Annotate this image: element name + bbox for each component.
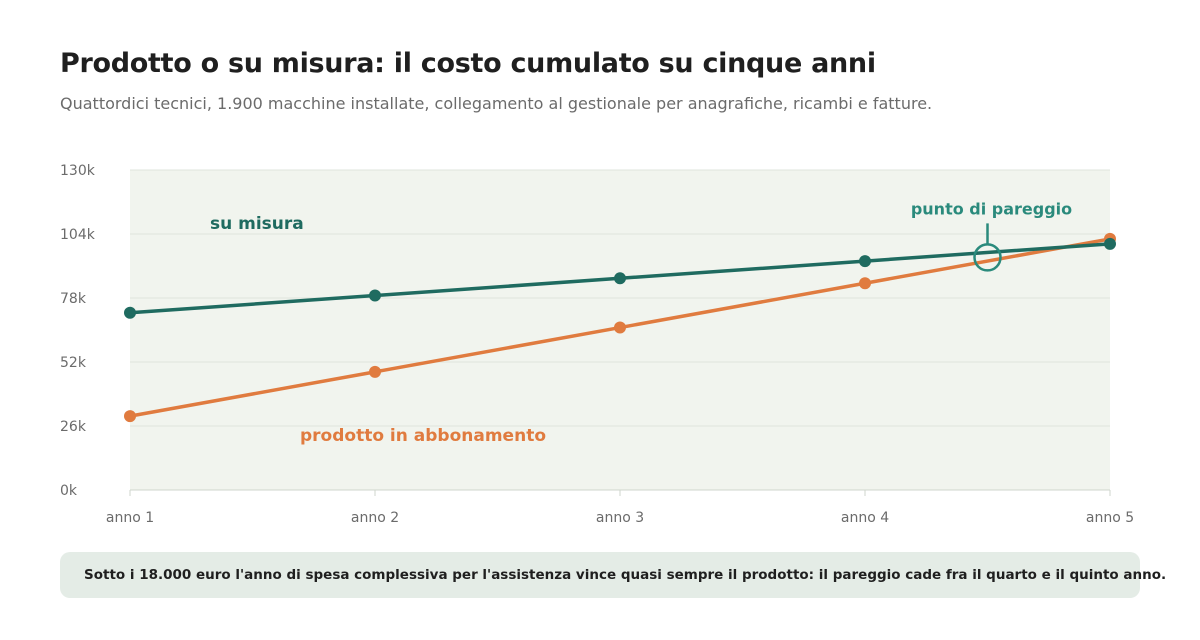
data-point xyxy=(859,255,871,268)
y-tick-label: 130k xyxy=(60,163,96,179)
data-point xyxy=(124,410,136,423)
chart-subtitle: Quattordici tecnici, 1.900 macchine inst… xyxy=(60,94,933,113)
series-label: prodotto in abbonamento xyxy=(300,426,546,446)
conclusion-note: Sotto i 18.000 euro l'anno di spesa comp… xyxy=(60,552,1166,598)
y-tick-label: 26k xyxy=(60,419,87,435)
y-tick-label: 78k xyxy=(60,291,87,307)
y-tick-label: 0k xyxy=(60,483,78,499)
series-label: su misura xyxy=(210,214,304,234)
data-point xyxy=(369,365,381,378)
break-even-label: punto di pareggio xyxy=(911,199,1072,218)
data-point xyxy=(614,272,626,285)
x-tick-label: anno 5 xyxy=(1086,510,1134,526)
chart-title: Prodotto o su misura: il costo cumulato … xyxy=(60,48,876,79)
x-tick-label: anno 4 xyxy=(841,510,889,526)
conclusion-note-text: Sotto i 18.000 euro l'anno di spesa comp… xyxy=(84,567,1167,583)
x-tick-label: anno 3 xyxy=(596,510,644,526)
y-tick-label: 52k xyxy=(60,355,87,371)
data-point xyxy=(614,321,626,334)
y-tick-label: 104k xyxy=(60,227,96,243)
x-tick-label: anno 2 xyxy=(351,510,399,526)
data-point xyxy=(369,289,381,302)
x-tick-label: anno 1 xyxy=(106,510,154,526)
data-point xyxy=(1104,237,1116,250)
data-point xyxy=(859,277,871,290)
data-point xyxy=(124,306,136,319)
